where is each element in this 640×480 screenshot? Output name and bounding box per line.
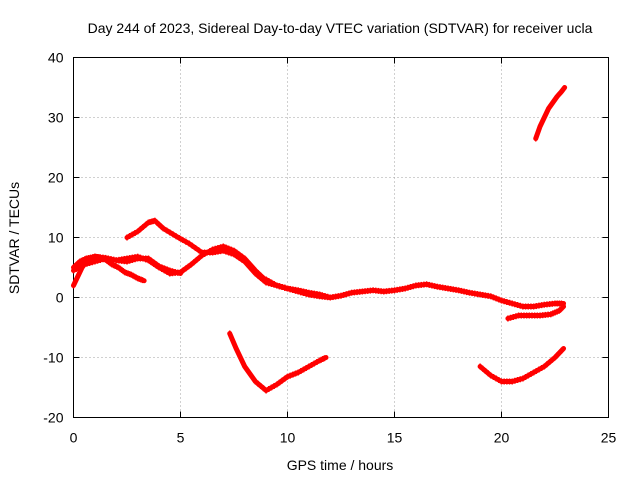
x-tick-label: 5: [177, 430, 185, 446]
axis-ticks: 0 5 10 15 20 25 -20 -10 0 10 20 30 40: [43, 50, 616, 446]
series-arc-f: [227, 330, 329, 394]
series-arc-i: [533, 85, 568, 142]
data-series-layer: [71, 85, 568, 394]
y-tick-label: 10: [48, 230, 64, 246]
y-tick-label: 0: [56, 290, 64, 306]
x-tick-label: 0: [70, 430, 78, 446]
series-arc-e: [263, 276, 333, 300]
y-tick-label: -10: [43, 350, 63, 366]
y-tick-label: 40: [48, 50, 64, 66]
y-tick-label: -20: [43, 410, 63, 426]
series-arc-g: [477, 346, 567, 385]
x-tick-label: 15: [387, 430, 403, 446]
y-tick-label: 30: [48, 110, 64, 126]
x-tick-label: 25: [601, 430, 617, 446]
series-arc-h: [505, 304, 567, 322]
y-tick-label: 20: [48, 170, 64, 186]
x-tick-label: 10: [280, 430, 296, 446]
y-axis-label: SDTVAR / TECUs: [6, 182, 22, 294]
x-axis-label: GPS time / hours: [287, 457, 394, 473]
series-arc-c: [71, 255, 183, 276]
x-tick-label: 20: [494, 430, 510, 446]
chart-title: Day 244 of 2023, Sidereal Day-to-day VTE…: [88, 20, 593, 36]
